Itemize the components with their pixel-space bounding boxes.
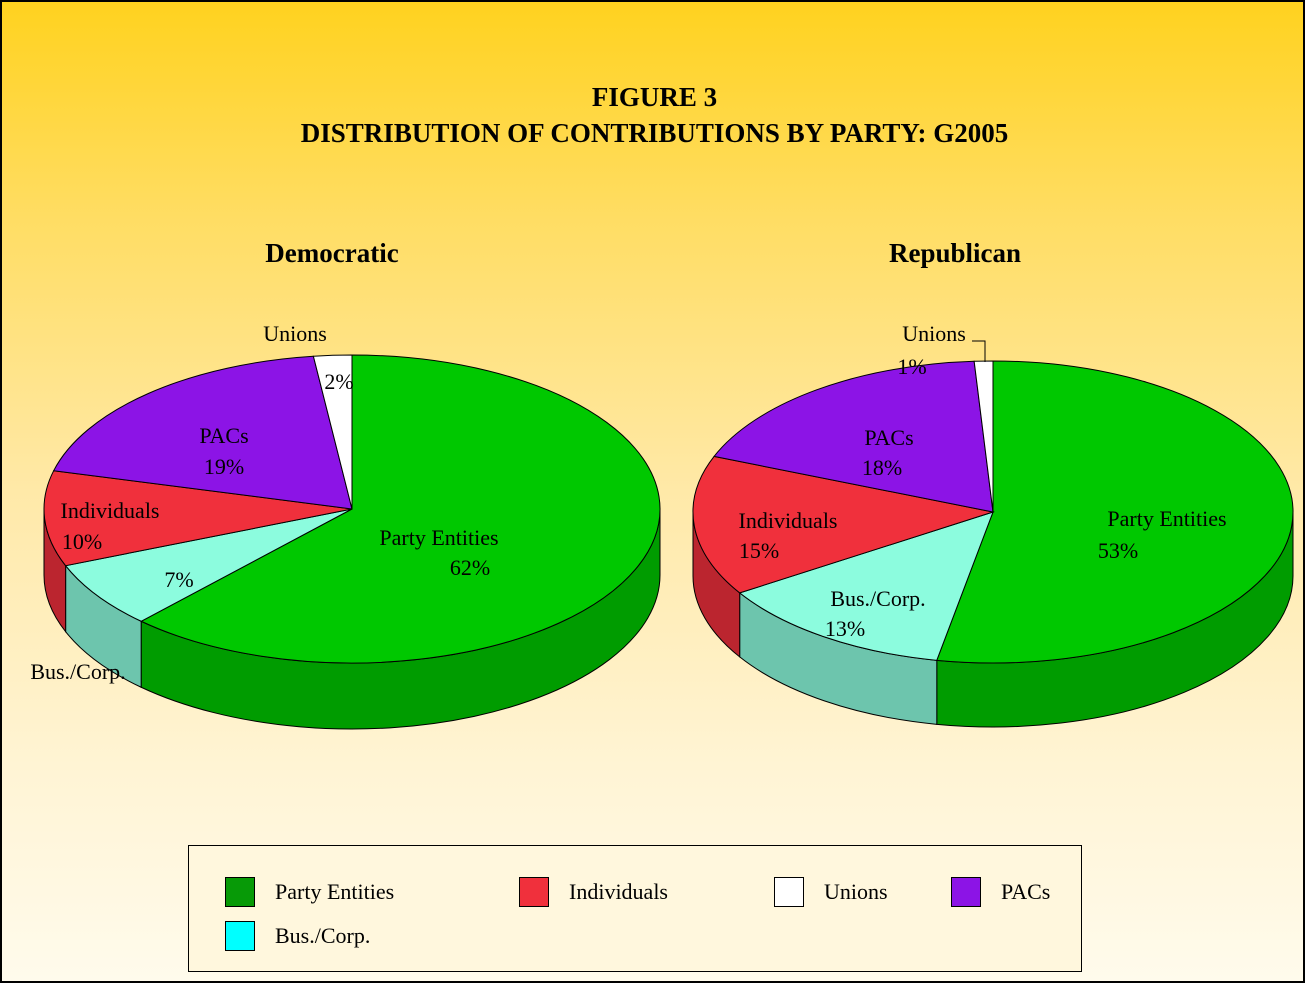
- leader-line: [972, 340, 986, 362]
- slice-label-unions: Unions: [902, 321, 966, 346]
- pie-slice-individuals: [43, 470, 353, 567]
- figure-title: DISTRIBUTION OF CONTRIBUTIONS BY PARTY: …: [300, 118, 1009, 148]
- pie-slice-unions: [312, 354, 353, 510]
- legend: Party Entities Individuals Unions PACs Bus./…: [188, 845, 1082, 972]
- slice-value-party-entities: 53%: [1098, 538, 1138, 563]
- pie-republican: Party Entities 53% Bus./Corp. 13% Individual…: [692, 321, 1294, 728]
- legend-label: Bus./Corp.: [275, 923, 371, 948]
- legend-swatch: [225, 921, 255, 951]
- legend-item-bus-corp-: Bus./Corp.: [225, 921, 370, 951]
- slice-label-pacs: PACs: [199, 423, 248, 448]
- pie-slice-party-entities: [936, 360, 1294, 664]
- slice-label-bus-corp-: Bus./Corp.: [30, 659, 125, 684]
- pie-slice-bus-corp-: [64, 508, 353, 622]
- slice-label-unions: Unions: [263, 321, 327, 346]
- slice-label-individuals: Individuals: [739, 508, 838, 533]
- slice-label-party-entities: Party Entities: [379, 525, 498, 550]
- legend-swatch: [225, 877, 255, 907]
- slice-value-individuals: 10%: [62, 529, 102, 554]
- slice-value-pacs: 19%: [204, 454, 244, 479]
- figure-label: FIGURE 3: [591, 82, 718, 112]
- slice-value-bus-corp-: 13%: [825, 616, 865, 641]
- slice-label-pacs: PACs: [864, 425, 913, 450]
- legend-label: Unions: [824, 879, 888, 904]
- legend-item-party-entities: Party Entities: [225, 877, 394, 907]
- slice-value-party-entities: 62%: [450, 555, 490, 580]
- slice-value-individuals: 15%: [739, 538, 779, 563]
- slice-label-party-entities: Party Entities: [1107, 506, 1226, 531]
- legend-swatch: [519, 877, 549, 907]
- legend-item-pacs: PACs: [951, 877, 1050, 907]
- legend-label: Individuals: [569, 879, 668, 904]
- legend-swatch: [951, 877, 981, 907]
- pie-slice-pacs: [52, 355, 353, 510]
- pie-slice-pacs: [713, 360, 994, 513]
- legend-label: PACs: [1001, 879, 1051, 904]
- slice-label-individuals: Individuals: [61, 498, 160, 523]
- pie-democratic: Party Entities 62% Bus./Corp. 7% Individuals…: [30, 321, 661, 730]
- pie-slice-unions: [973, 360, 994, 513]
- pie-slice-bus-corp-: [738, 511, 994, 661]
- slice-value-unions: 2%: [324, 369, 353, 394]
- pie-slice-individuals: [692, 455, 995, 594]
- slice-value-bus-corp-: 7%: [164, 567, 193, 592]
- slice-value-pacs: 18%: [862, 455, 902, 480]
- pie-title-republican: Republican: [888, 238, 1022, 268]
- legend-label: Party Entities: [275, 879, 395, 904]
- legend-swatch: [774, 877, 804, 907]
- slice-label-bus-corp-: Bus./Corp.: [830, 586, 925, 611]
- pie-title-democratic: Democratic: [265, 238, 399, 268]
- pie-slice-party-entities: [140, 354, 661, 664]
- legend-item-unions: Unions: [774, 877, 888, 907]
- slice-value-unions: 1%: [897, 354, 926, 379]
- legend-item-individuals: Individuals: [519, 877, 668, 907]
